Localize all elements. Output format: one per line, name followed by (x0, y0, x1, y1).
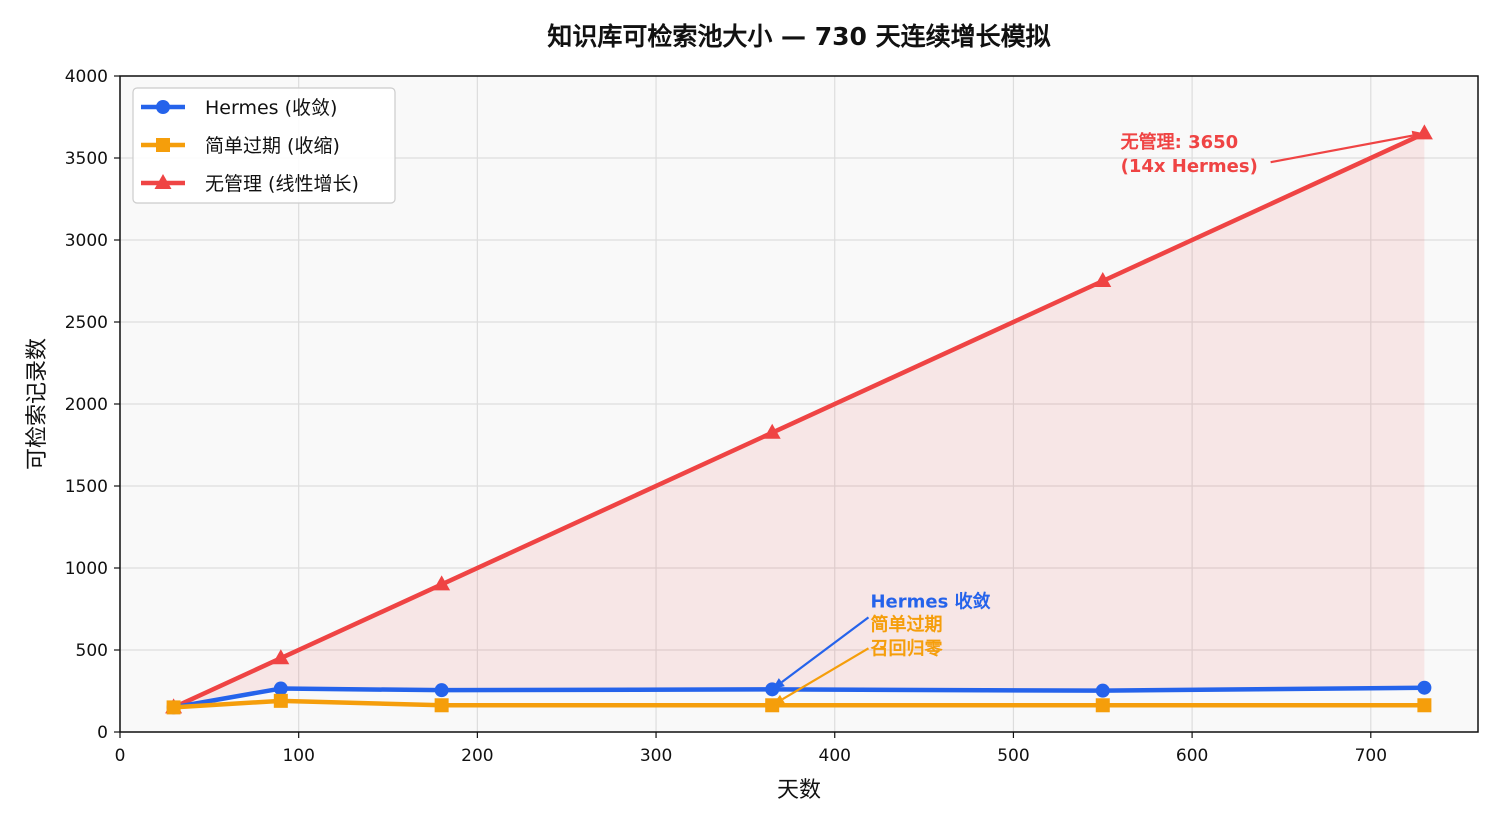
data-point (763, 423, 781, 439)
x-tick-label: 600 (1176, 746, 1208, 766)
data-point (166, 700, 181, 715)
annotation-arrowhead (772, 678, 785, 690)
annotation-text: 无管理: 3650 (1121, 131, 1239, 153)
data-point (1417, 698, 1432, 713)
x-tick-label: 500 (997, 746, 1029, 766)
chart-title: 知识库可检索池大小 — 730 天连续增长模拟 (547, 22, 1050, 51)
legend-swatch-marker (156, 100, 170, 114)
data-point (434, 683, 449, 698)
annotation-arrow (781, 647, 870, 701)
legend-entry-label: 简单过期 (收缩) (205, 135, 340, 157)
ticks: 0 100 200 300 400 500 600 700 0 500 1000 1500 2000 25… (65, 67, 1387, 766)
x-tick-label: 300 (640, 746, 672, 766)
y-tick-label: 0 (97, 723, 108, 743)
data-point (433, 575, 451, 591)
data-point (1417, 680, 1432, 695)
annotation-text: (14x Hermes) (1121, 156, 1258, 177)
y-tick-label: 4000 (65, 67, 108, 87)
y-axis-label: 可检索记录数 (25, 338, 50, 470)
annotation-arrowhead (772, 694, 786, 706)
series-line (173, 685, 1425, 710)
series-line (173, 698, 1425, 710)
x-tick-label: 100 (282, 746, 314, 766)
annotation-arrow (1270, 134, 1413, 164)
x-tick-label: 0 (115, 746, 126, 766)
y-tick-label: 3000 (65, 231, 108, 251)
x-tick-label: 700 (1355, 746, 1387, 766)
legend-swatch-marker (156, 138, 170, 152)
y-tick-label: 1500 (65, 477, 108, 497)
y-tick-label: 2500 (65, 313, 108, 333)
y-tick-label: 2000 (65, 395, 108, 415)
y-tick-label: 3500 (65, 149, 108, 169)
data-point (1094, 272, 1112, 287)
data-point (273, 681, 288, 696)
data-point (434, 698, 449, 713)
data-point (1095, 698, 1110, 713)
legend-entry-label: 无管理 (线性增长) (205, 173, 359, 195)
legend-swatch-marker (154, 174, 172, 189)
data-point (1095, 683, 1110, 698)
data-point (272, 649, 290, 665)
series-line (172, 131, 1426, 710)
data-point (273, 693, 288, 708)
x-tick-label: 200 (461, 746, 493, 766)
legend: Hermes (收敛) 简单过期 (收缩) 无管理 (线性增长) (132, 87, 396, 204)
x-tick-label: 400 (819, 746, 851, 766)
legend-entry-label: Hermes (收敛) (205, 97, 337, 119)
annotation-text: Hermes 收敛 (870, 590, 990, 612)
x-axis-label: 天数 (777, 778, 821, 803)
annotation-arrow (781, 616, 870, 684)
legend-box (132, 87, 396, 204)
y-tick-label: 500 (76, 641, 108, 661)
annotation-arrowhead (1411, 130, 1425, 141)
annotation-text: 简单过期 (870, 613, 942, 635)
y-tick-label: 1000 (65, 559, 108, 579)
annotation-text: 召回归零 (870, 637, 943, 659)
